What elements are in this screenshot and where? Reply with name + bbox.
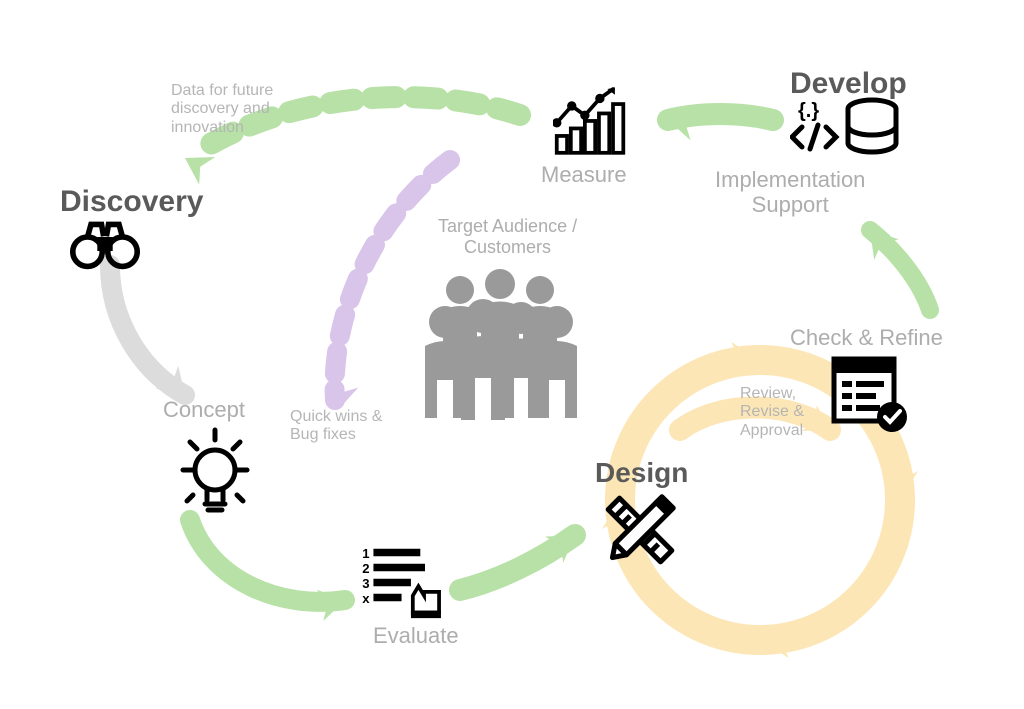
people-icon xyxy=(415,260,585,420)
future-note: Data for future discovery and innovation xyxy=(171,82,273,137)
audience-label: Target Audience / Customers xyxy=(438,216,577,257)
lightbulb-icon xyxy=(175,420,255,515)
design-label: Design xyxy=(595,457,688,489)
measure-label: Measure xyxy=(541,162,627,187)
develop-label: Develop xyxy=(790,67,907,102)
svg-text:2: 2 xyxy=(362,561,369,576)
evaluate-label: Evaluate xyxy=(373,623,459,648)
checklist-icon xyxy=(830,355,910,435)
binoculars-icon xyxy=(70,218,140,270)
implementation-label: Implementation Support xyxy=(715,167,865,218)
review-note: Review, Revise & Approval xyxy=(740,385,804,440)
design-icon xyxy=(595,485,685,575)
develop-icon: {.} xyxy=(790,95,900,155)
diagram-stage: 1 2 3 x xyxy=(0,0,1024,709)
concept-label: Concept xyxy=(163,397,245,422)
quickwins-note: Quick wins & Bug fixes xyxy=(290,408,382,445)
svg-text:x: x xyxy=(362,591,370,606)
discovery-label: Discovery xyxy=(60,185,203,220)
evaluate-icon: 1 2 3 x xyxy=(360,545,445,620)
svg-text:3: 3 xyxy=(362,576,369,591)
svg-text:1: 1 xyxy=(362,546,369,561)
chart-icon xyxy=(553,85,628,155)
svg-text:{.}: {.} xyxy=(798,100,819,122)
check-refine-label: Check & Refine xyxy=(790,325,943,350)
